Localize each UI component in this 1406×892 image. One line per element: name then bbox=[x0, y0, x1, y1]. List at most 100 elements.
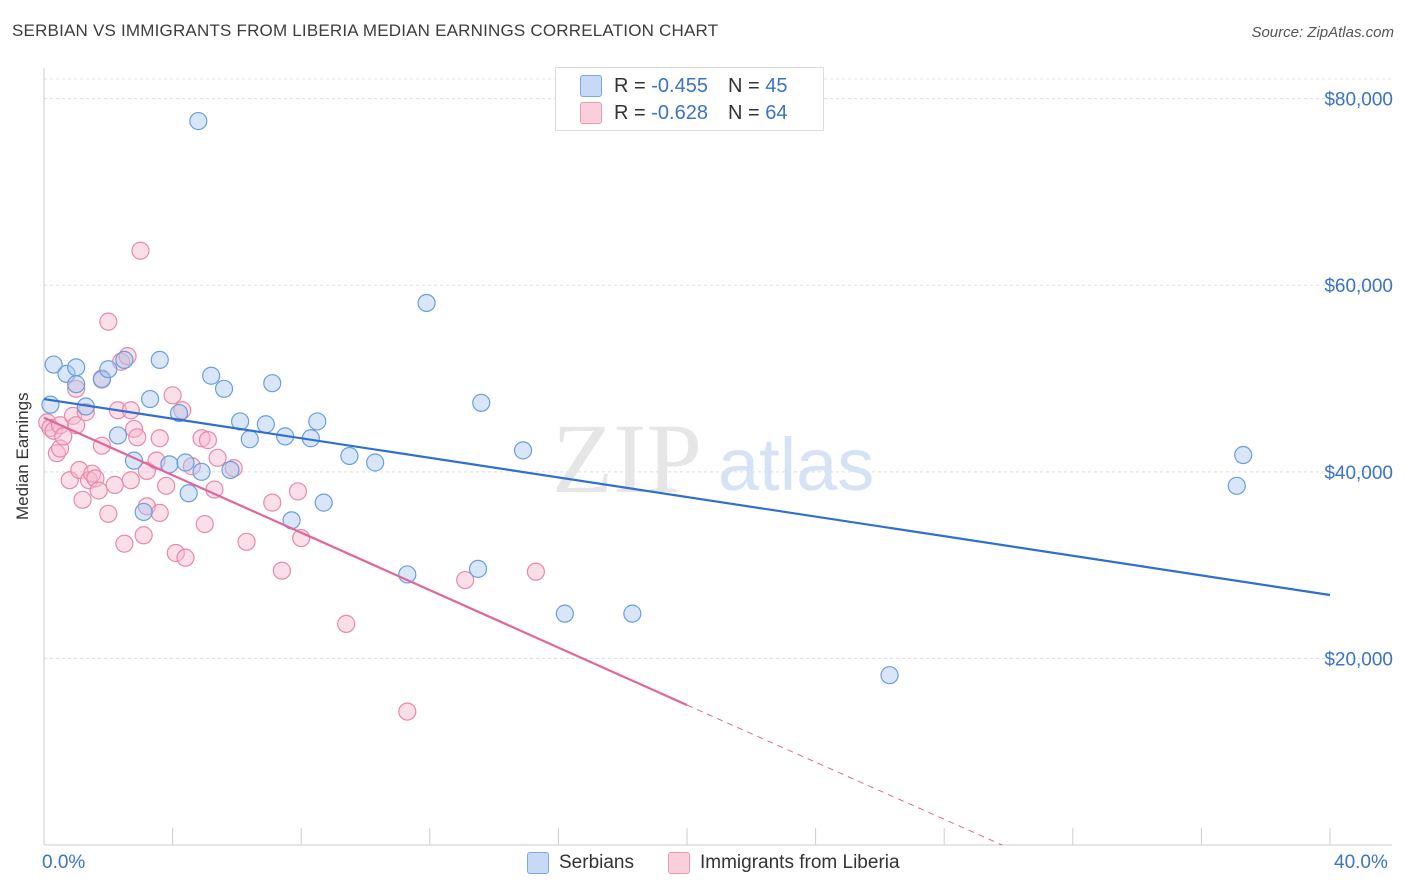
serbians-point-43 bbox=[1234, 445, 1253, 465]
serbians-point-19 bbox=[192, 462, 211, 481]
liberia-point-31 bbox=[131, 241, 150, 260]
legend-serbians-swatch bbox=[527, 852, 549, 874]
serbians-r-value: -0.455 bbox=[651, 74, 708, 97]
liberia-point-30 bbox=[128, 428, 147, 447]
liberia-point-55 bbox=[337, 614, 356, 633]
liberia-point-50 bbox=[237, 532, 256, 551]
serbians-point-1 bbox=[44, 355, 63, 374]
serbians-point-33 bbox=[366, 453, 385, 472]
liberia-point-17 bbox=[89, 481, 108, 500]
serbians-point-24 bbox=[240, 430, 259, 449]
serbians-point-12 bbox=[140, 389, 160, 409]
serbians-point-30 bbox=[308, 412, 327, 431]
y-tick-label: $40,000 bbox=[1324, 463, 1393, 484]
serbians-point-41 bbox=[880, 666, 899, 685]
axes bbox=[43, 68, 1392, 846]
liberia-point-45 bbox=[195, 514, 214, 534]
serbians-point-40 bbox=[623, 604, 642, 623]
legend-item-liberia: Immigrants from Liberia bbox=[668, 852, 900, 874]
serbians-point-15 bbox=[169, 403, 189, 423]
liberia-point-6 bbox=[54, 427, 73, 446]
serbians-point-11 bbox=[134, 502, 153, 522]
liberia-point-27 bbox=[121, 471, 140, 490]
liberia-point-42 bbox=[176, 548, 195, 567]
serbians-point-16 bbox=[176, 453, 195, 472]
liberia-point-58 bbox=[526, 562, 545, 581]
liberia-point-53 bbox=[288, 482, 308, 501]
series-liberia-points bbox=[38, 241, 545, 721]
liberia-point-32 bbox=[134, 526, 153, 545]
y-tick-label: $20,000 bbox=[1324, 649, 1393, 670]
liberia-point-25 bbox=[115, 534, 134, 553]
liberia-point-48 bbox=[208, 448, 227, 467]
watermark-zip: ZIP bbox=[552, 403, 702, 514]
trend-lines bbox=[43, 397, 1331, 846]
serbians-point-42 bbox=[1227, 476, 1246, 495]
source-label: Source: ZipAtlas.com bbox=[1251, 24, 1394, 41]
n-label: N = bbox=[727, 101, 760, 124]
serbians-point-25 bbox=[256, 415, 275, 434]
serbians-swatch bbox=[580, 75, 602, 97]
serbians-point-35 bbox=[417, 293, 436, 313]
chart-title: SERBIAN VS IMMIGRANTS FROM LIBERIA MEDIA… bbox=[12, 21, 719, 40]
serbians-point-36 bbox=[468, 559, 488, 578]
x-min-label: 0.0% bbox=[42, 852, 86, 873]
serbians-point-4 bbox=[67, 358, 86, 377]
liberia-r-value: -0.628 bbox=[651, 101, 708, 124]
serbians-point-6 bbox=[92, 370, 111, 389]
serbians-trend-line bbox=[43, 397, 1331, 597]
r-label: R = bbox=[614, 101, 646, 124]
liberia-point-41 bbox=[173, 401, 192, 420]
r-label: R = bbox=[614, 74, 646, 97]
stats-row-liberia: R = -0.628 N = 64 bbox=[580, 101, 787, 125]
liberia-point-38 bbox=[157, 476, 176, 495]
legend-item-serbians: Serbians bbox=[527, 852, 634, 874]
stats-legend: R = -0.455 N = 45 R = -0.628 N = 64 bbox=[555, 67, 824, 131]
liberia-point-51 bbox=[263, 493, 282, 512]
serbians-point-3 bbox=[67, 375, 86, 394]
liberia-point-57 bbox=[456, 570, 475, 590]
y-tick-labels: $20,000 $40,000 $60,000 $80,000 bbox=[1324, 90, 1393, 671]
liberia-point-46 bbox=[198, 431, 218, 450]
serbians-point-22 bbox=[221, 460, 240, 480]
liberia-point-49 bbox=[224, 458, 243, 478]
serbians-point-37 bbox=[472, 393, 491, 412]
serbians-point-39 bbox=[555, 604, 574, 623]
liberia-trend-extension bbox=[686, 704, 1003, 846]
serbians-point-32 bbox=[340, 446, 359, 466]
liberia-point-13 bbox=[76, 403, 95, 422]
serbians-point-8 bbox=[108, 426, 128, 445]
serbians-point-31 bbox=[314, 493, 333, 512]
legend-liberia-swatch bbox=[668, 852, 690, 874]
serbians-point-20 bbox=[202, 366, 221, 385]
liberia-point-21 bbox=[99, 312, 118, 331]
serbians-point-26 bbox=[263, 374, 282, 393]
liberia-point-56 bbox=[398, 702, 417, 721]
watermark: ZIP atlas bbox=[552, 403, 874, 514]
liberia-point-37 bbox=[150, 503, 169, 522]
serbians-point-17 bbox=[179, 484, 198, 503]
y-tick-label: $60,000 bbox=[1324, 276, 1393, 297]
serbians-n-value: 45 bbox=[765, 74, 788, 97]
liberia-point-20 bbox=[99, 504, 118, 523]
liberia-point-40 bbox=[166, 543, 185, 563]
liberia-point-28 bbox=[121, 401, 140, 420]
liberia-point-52 bbox=[272, 561, 292, 580]
y-tick-label: $80,000 bbox=[1324, 90, 1393, 111]
legend-serbians-label: Serbians bbox=[559, 852, 634, 873]
liberia-point-22 bbox=[105, 475, 124, 494]
serbians-point-7 bbox=[99, 360, 118, 379]
liberia-point-10 bbox=[67, 379, 86, 398]
liberia-n-value: 64 bbox=[765, 101, 788, 124]
liberia-point-44 bbox=[192, 429, 211, 448]
grid-lines bbox=[44, 78, 1392, 659]
liberia-point-36 bbox=[150, 429, 169, 448]
liberia-swatch bbox=[580, 102, 602, 124]
series-serbians-points bbox=[41, 111, 1253, 685]
legend-liberia-label: Immigrants from Liberia bbox=[700, 852, 900, 873]
series-legend: Serbians Immigrants from Liberia bbox=[0, 852, 1406, 878]
serbians-point-18 bbox=[189, 111, 208, 131]
watermark-atlas: atlas bbox=[718, 423, 874, 506]
liberia-point-12 bbox=[73, 490, 92, 509]
serbians-point-13 bbox=[150, 350, 169, 369]
